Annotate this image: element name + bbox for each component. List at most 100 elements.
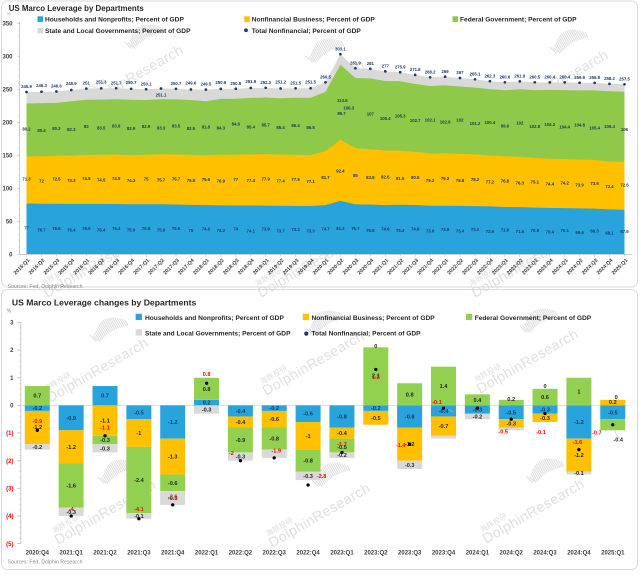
svg-text:72.6: 72.6 [486, 229, 495, 234]
svg-text:102.1: 102.1 [425, 117, 436, 122]
svg-text:76.3: 76.3 [516, 180, 525, 185]
svg-text:-0.3: -0.3 [303, 474, 313, 480]
svg-text:2025:Q1: 2025:Q1 [601, 551, 625, 557]
svg-text:74: 74 [233, 227, 238, 232]
svg-text:74.2: 74.2 [217, 228, 226, 233]
svg-text:2021:Q1: 2021:Q1 [60, 551, 84, 557]
svg-text:267: 267 [456, 70, 464, 75]
svg-text:74.2: 74.2 [561, 180, 570, 185]
svg-text:73.3: 73.3 [306, 229, 315, 234]
svg-text:2023:Q4: 2023:Q4 [432, 551, 456, 557]
svg-text:99.9: 99.9 [501, 123, 510, 128]
svg-text:277: 277 [382, 64, 390, 69]
svg-text:2: 2 [10, 348, 14, 354]
svg-text:77.1: 77.1 [306, 179, 315, 184]
svg-text:2023:Q2: 2023:Q2 [364, 551, 388, 557]
svg-text:82.3: 82.3 [67, 127, 76, 132]
svg-text:-0.2: -0.2 [371, 406, 381, 412]
svg-text:(4): (4) [6, 514, 13, 520]
svg-text:74.3: 74.3 [127, 178, 136, 183]
svg-text:113.5: 113.5 [337, 98, 348, 103]
svg-text:0.4: 0.4 [474, 398, 483, 404]
svg-text:92.4: 92.4 [336, 169, 345, 174]
svg-text:-2.4: -2.4 [134, 478, 145, 484]
svg-text:105.3: 105.3 [395, 114, 406, 119]
svg-text:-0.2: -0.2 [32, 445, 42, 451]
svg-text:73.7: 73.7 [276, 228, 285, 233]
svg-text:0.2: 0.2 [507, 397, 515, 403]
svg-text:-0.3: -0.3 [100, 446, 110, 452]
svg-text:260.4: 260.4 [559, 75, 570, 80]
svg-text:81.3: 81.3 [336, 226, 345, 231]
svg-text:76.5: 76.5 [82, 226, 91, 231]
svg-text:50: 50 [6, 220, 13, 226]
svg-text:2022:Q4: 2022:Q4 [296, 551, 320, 557]
svg-text:76.7: 76.7 [37, 227, 46, 232]
svg-text:(5): (5) [6, 542, 13, 548]
svg-text:0.8: 0.8 [203, 387, 211, 393]
svg-text:268.2: 268.2 [425, 69, 436, 74]
svg-text:-1.2: -1.2 [66, 445, 76, 451]
svg-text:260.6: 260.6 [500, 74, 511, 79]
svg-text:251.1: 251.1 [156, 93, 167, 98]
svg-text:303.1: 303.1 [335, 46, 346, 51]
svg-text:Nonfinancial Business; Percent: Nonfinancial Business; Percent of GDP [252, 17, 376, 24]
svg-text:68.1: 68.1 [605, 230, 614, 235]
svg-text:260.5: 260.5 [529, 74, 540, 79]
svg-text:262.3: 262.3 [485, 73, 496, 78]
svg-text:250.8: 250.8 [230, 81, 241, 86]
svg-text:Households and Nonprofits; Per: Households and Nonprofits; Percent of GD… [45, 17, 184, 24]
svg-text:251.5: 251.5 [305, 80, 316, 85]
svg-text:105.4: 105.4 [380, 116, 391, 121]
svg-text:-2: -2 [229, 451, 234, 457]
svg-text:77: 77 [233, 177, 238, 182]
svg-text:-1.2: -1.2 [168, 420, 178, 426]
svg-text:-0.4: -0.4 [613, 438, 624, 444]
svg-text:105.4: 105.4 [589, 125, 600, 130]
svg-text:248.9: 248.9 [66, 81, 77, 86]
svg-text:82.9: 82.9 [187, 126, 196, 131]
svg-text:0: 0 [543, 384, 546, 390]
svg-text:75.9: 75.9 [157, 228, 166, 233]
svg-text:73.3: 73.3 [291, 227, 300, 232]
svg-text:-1.2: -1.2 [32, 425, 42, 431]
svg-text:85.4: 85.4 [276, 125, 285, 130]
svg-text:73.8: 73.8 [441, 227, 450, 232]
svg-text:249.5: 249.5 [201, 82, 212, 87]
svg-text:81.8: 81.8 [202, 125, 211, 130]
svg-text:71.6: 71.6 [516, 229, 525, 234]
svg-text:75.7: 75.7 [172, 176, 181, 181]
svg-text:275.9: 275.9 [395, 64, 406, 69]
svg-text:269: 269 [442, 69, 450, 74]
svg-text:82.9: 82.9 [142, 124, 151, 129]
svg-text:75.9: 75.9 [127, 228, 136, 233]
svg-text:75: 75 [144, 176, 149, 181]
svg-text:101.2: 101.2 [470, 121, 481, 126]
svg-text:84.3: 84.3 [217, 125, 226, 130]
svg-text:-0.1: -0.1 [574, 471, 584, 477]
svg-text:250.1: 250.1 [141, 81, 152, 86]
svg-text:-0.9: -0.9 [236, 438, 246, 444]
svg-text:251.9: 251.9 [245, 79, 256, 84]
svg-text:85.7: 85.7 [262, 122, 271, 127]
svg-text:0.7: 0.7 [33, 394, 41, 400]
svg-text:US Marco Leverage by Departmen: US Marco Leverage by Departments [9, 4, 145, 13]
svg-text:75.7: 75.7 [157, 178, 166, 183]
svg-text:2021:Q4: 2021:Q4 [161, 551, 185, 557]
svg-text:75.7: 75.7 [351, 226, 360, 231]
svg-text:150: 150 [2, 153, 13, 159]
svg-text:-0.3: -0.3 [540, 416, 550, 422]
svg-text:-0.5: -0.5 [168, 496, 178, 502]
svg-text:80.2: 80.2 [22, 127, 31, 132]
svg-text:271.8: 271.8 [410, 67, 421, 72]
svg-text:85.4: 85.4 [247, 125, 256, 130]
svg-text:70.1: 70.1 [561, 228, 570, 233]
svg-text:-0.9: -0.9 [32, 419, 42, 425]
svg-text:75.8: 75.8 [187, 178, 196, 183]
svg-text:75.1: 75.1 [531, 180, 540, 185]
svg-text:75.3: 75.3 [396, 228, 405, 233]
svg-text:-0.6: -0.6 [269, 417, 279, 423]
svg-text:250.7: 250.7 [171, 81, 182, 86]
svg-text:73.9: 73.9 [262, 227, 271, 232]
svg-text:2022:Q3: 2022:Q3 [263, 551, 287, 557]
